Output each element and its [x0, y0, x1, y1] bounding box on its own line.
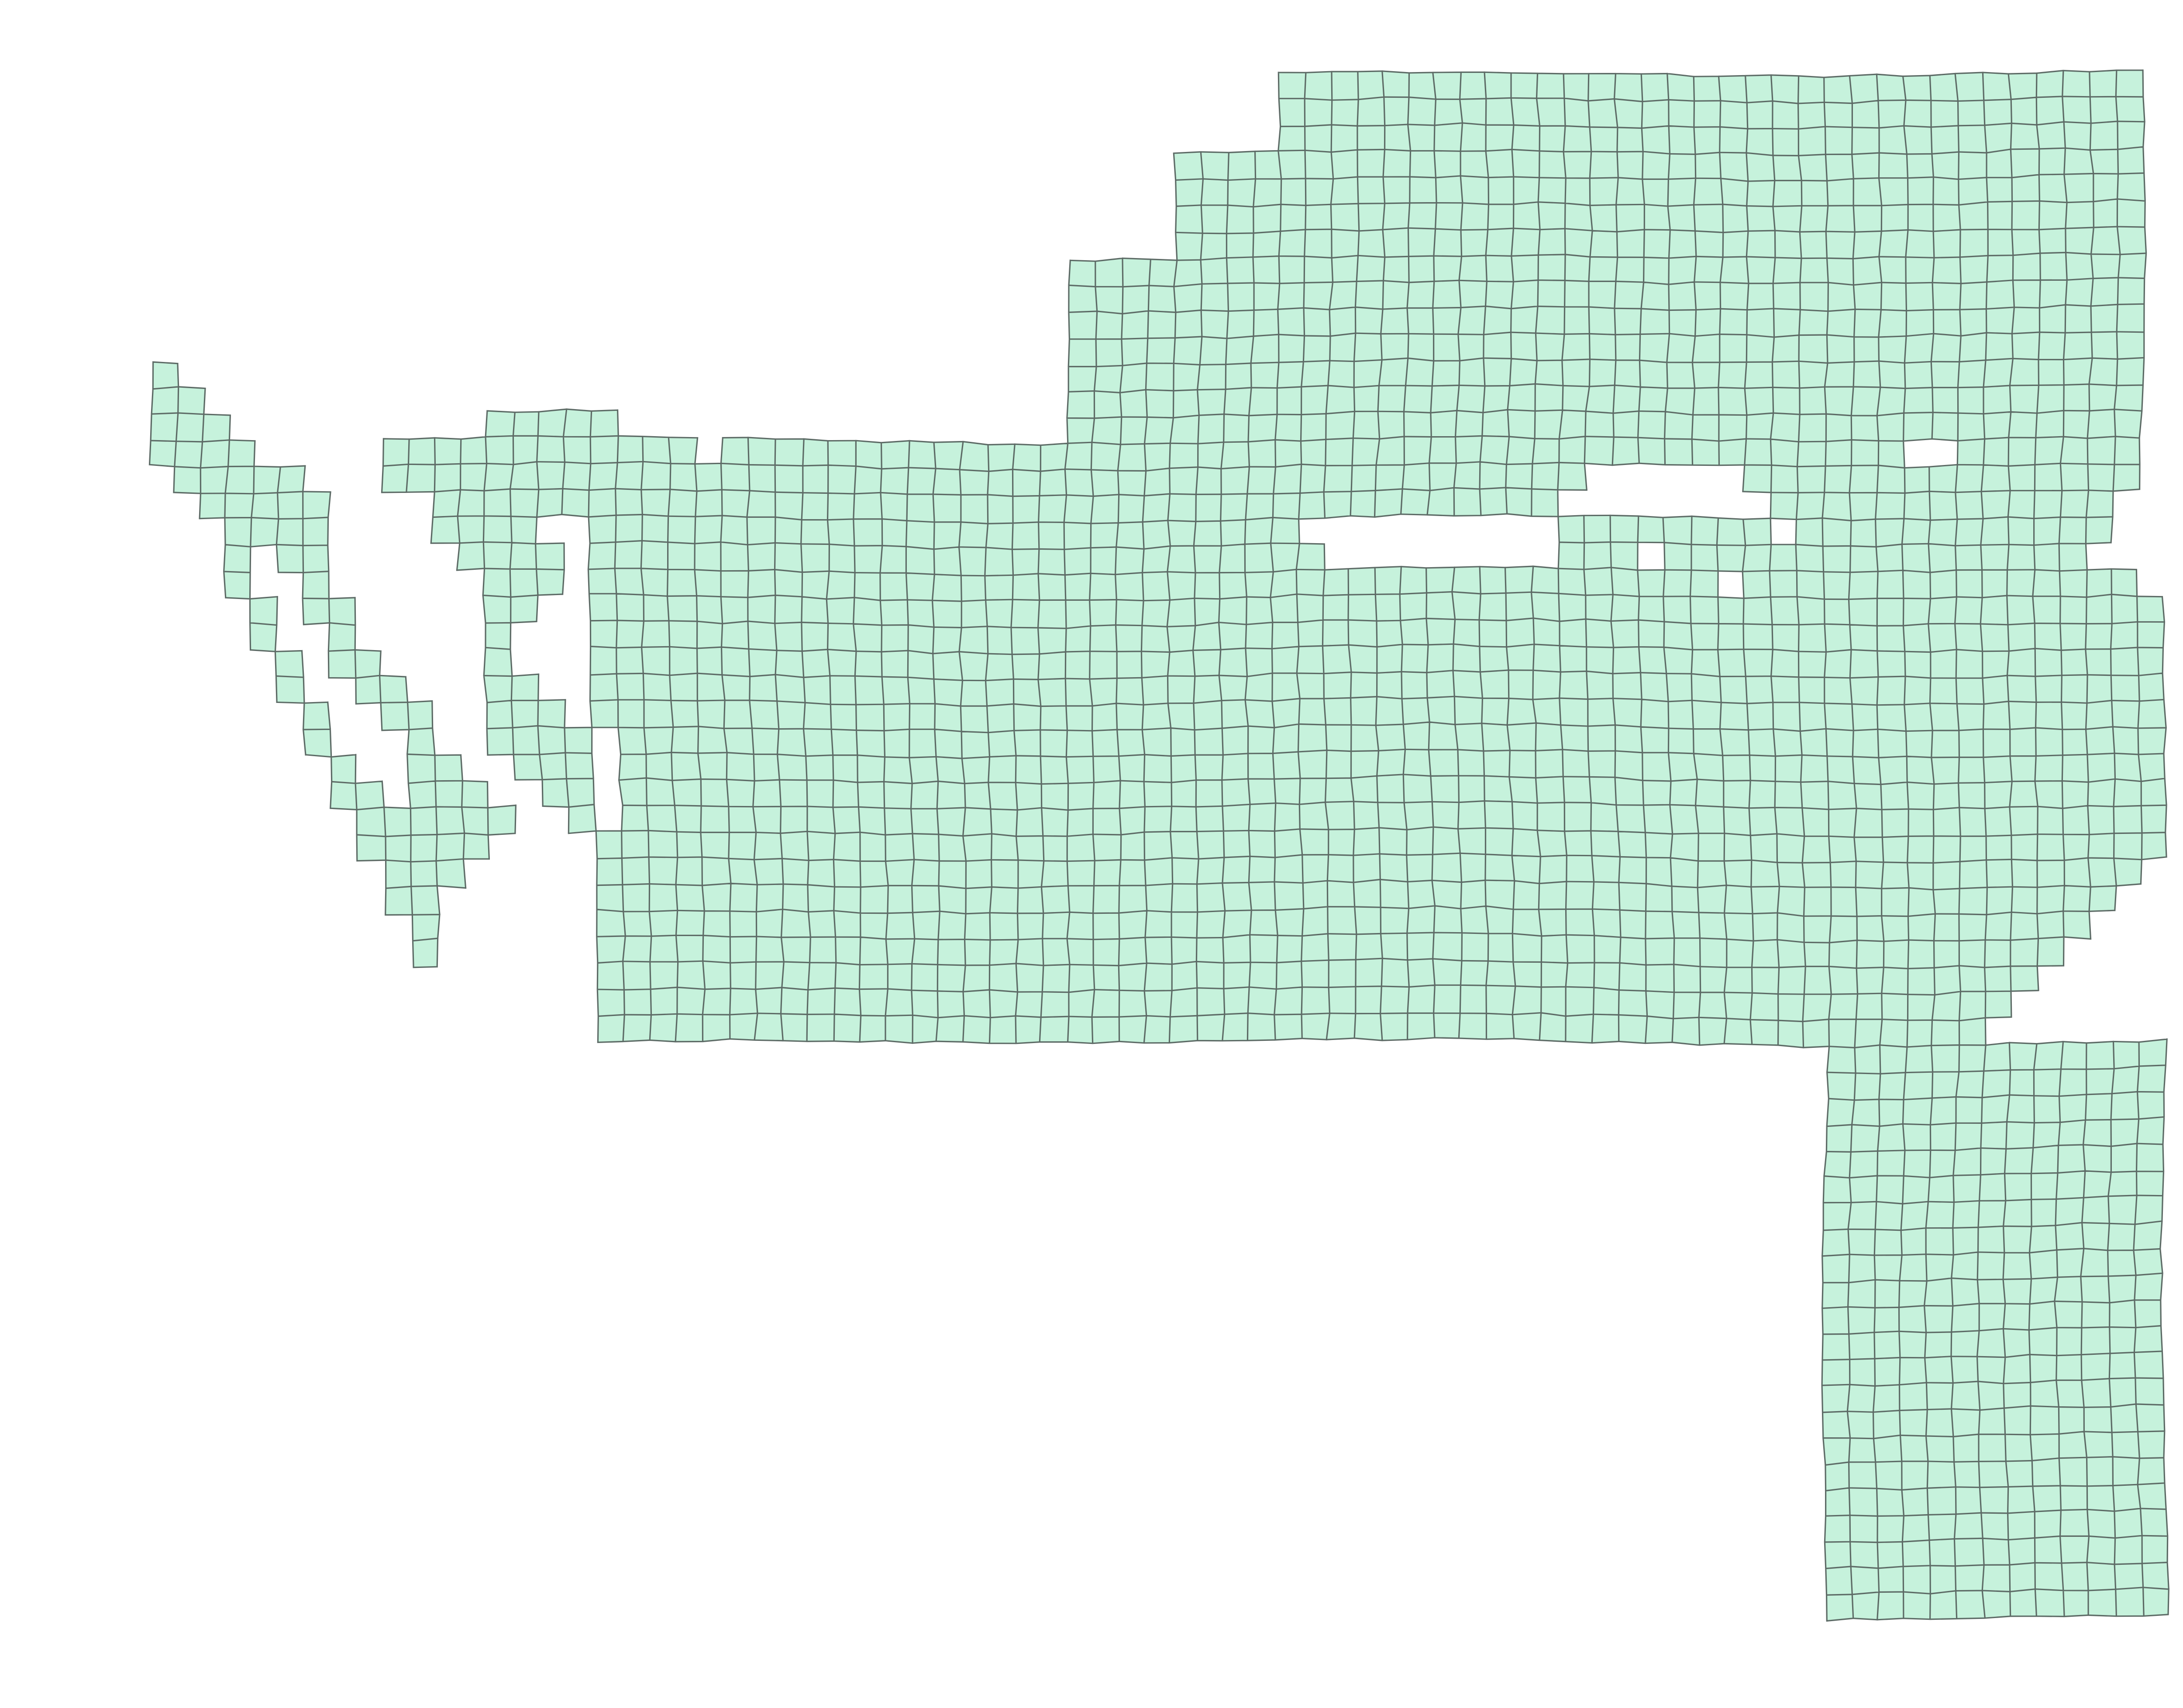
mesh-line-layer [148, 69, 2170, 1622]
mesh-cell-edges [148, 69, 2170, 1622]
mesh-cell-fills [149, 70, 2169, 1621]
mesh-fill-layer [149, 70, 2169, 1621]
